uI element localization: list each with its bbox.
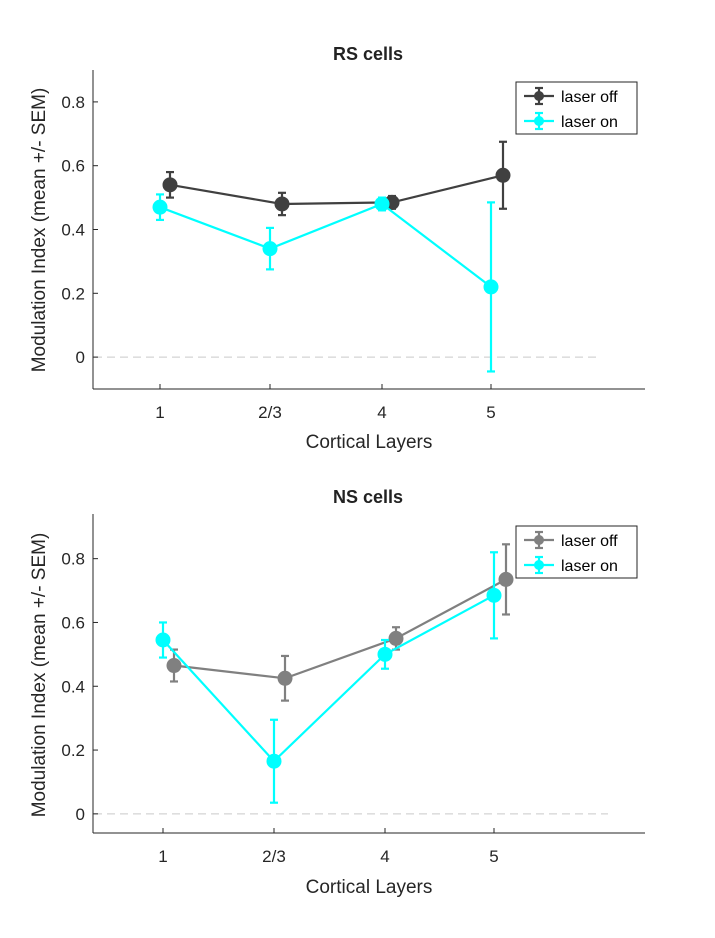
x-tick-label: 5	[486, 403, 495, 422]
legend-marker	[534, 535, 544, 545]
data-point	[262, 241, 278, 257]
rs-cells-panel: RS cells Cortical Layers Modulation Inde…	[29, 44, 645, 453]
data-point	[155, 632, 171, 648]
y-tick-label: 0	[76, 348, 85, 367]
data-point	[483, 279, 499, 295]
x-tick-label: 4	[380, 847, 389, 866]
y-tick-label: 0.6	[61, 613, 85, 632]
data-point	[277, 670, 293, 686]
x-tick-label: 1	[155, 403, 164, 422]
y-tick-label: 0	[76, 805, 85, 824]
legend-box	[515, 525, 638, 579]
y-tick-label: 0.8	[61, 93, 85, 112]
data-point	[266, 753, 282, 769]
plot-marks	[94, 140, 600, 373]
y-tick-label: 0.4	[61, 677, 85, 696]
ns-cells-panel: NS cells Cortical Layers Modulation Inde…	[29, 487, 645, 898]
chart-title: NS cells	[333, 487, 403, 507]
y-tick-label: 0.4	[61, 221, 85, 240]
data-point	[374, 196, 390, 212]
x-tick-label: 4	[377, 403, 386, 422]
y-tick-label: 0.8	[61, 550, 85, 569]
legend-label: laser on	[561, 558, 618, 575]
y-tick-label: 0.6	[61, 157, 85, 176]
x-tick-label: 1	[158, 847, 167, 866]
x-tick-label: 5	[489, 847, 498, 866]
legend-label: laser off	[561, 89, 618, 106]
series-line-laser-on	[159, 202, 492, 288]
y-axis-label: Modulation Index (mean +/- SEM)	[29, 88, 50, 373]
series-line-laser-off	[173, 578, 507, 680]
legend-marker	[534, 116, 544, 126]
data-point	[152, 199, 168, 215]
data-point	[162, 177, 178, 193]
data-point	[166, 658, 182, 674]
plot-marks	[94, 543, 608, 815]
x-axis-label: Cortical Layers	[306, 432, 433, 453]
legend: laser off laser on	[515, 81, 638, 135]
y-tick-label: 0.2	[61, 741, 85, 760]
x-tick-label: 2/3	[262, 847, 286, 866]
series-line-laser-on	[162, 594, 495, 763]
x-axis-label: Cortical Layers	[306, 877, 433, 898]
data-point	[495, 167, 511, 183]
x-tick-label: 2/3	[258, 403, 282, 422]
legend-marker	[534, 91, 544, 101]
data-point	[498, 571, 514, 587]
legend: laser off laser on	[515, 525, 638, 579]
data-point	[388, 630, 404, 646]
series-line-laser-off	[169, 174, 504, 206]
legend-label: laser off	[561, 533, 618, 550]
y-tick-label: 0.2	[61, 284, 85, 303]
legend-marker	[534, 560, 544, 570]
legend-box	[515, 81, 638, 135]
data-point	[486, 587, 502, 603]
chart-title: RS cells	[333, 44, 403, 64]
data-point	[377, 646, 393, 662]
data-point	[274, 196, 290, 212]
legend-label: laser on	[561, 114, 618, 131]
y-axis-label: Modulation Index (mean +/- SEM)	[29, 533, 50, 818]
